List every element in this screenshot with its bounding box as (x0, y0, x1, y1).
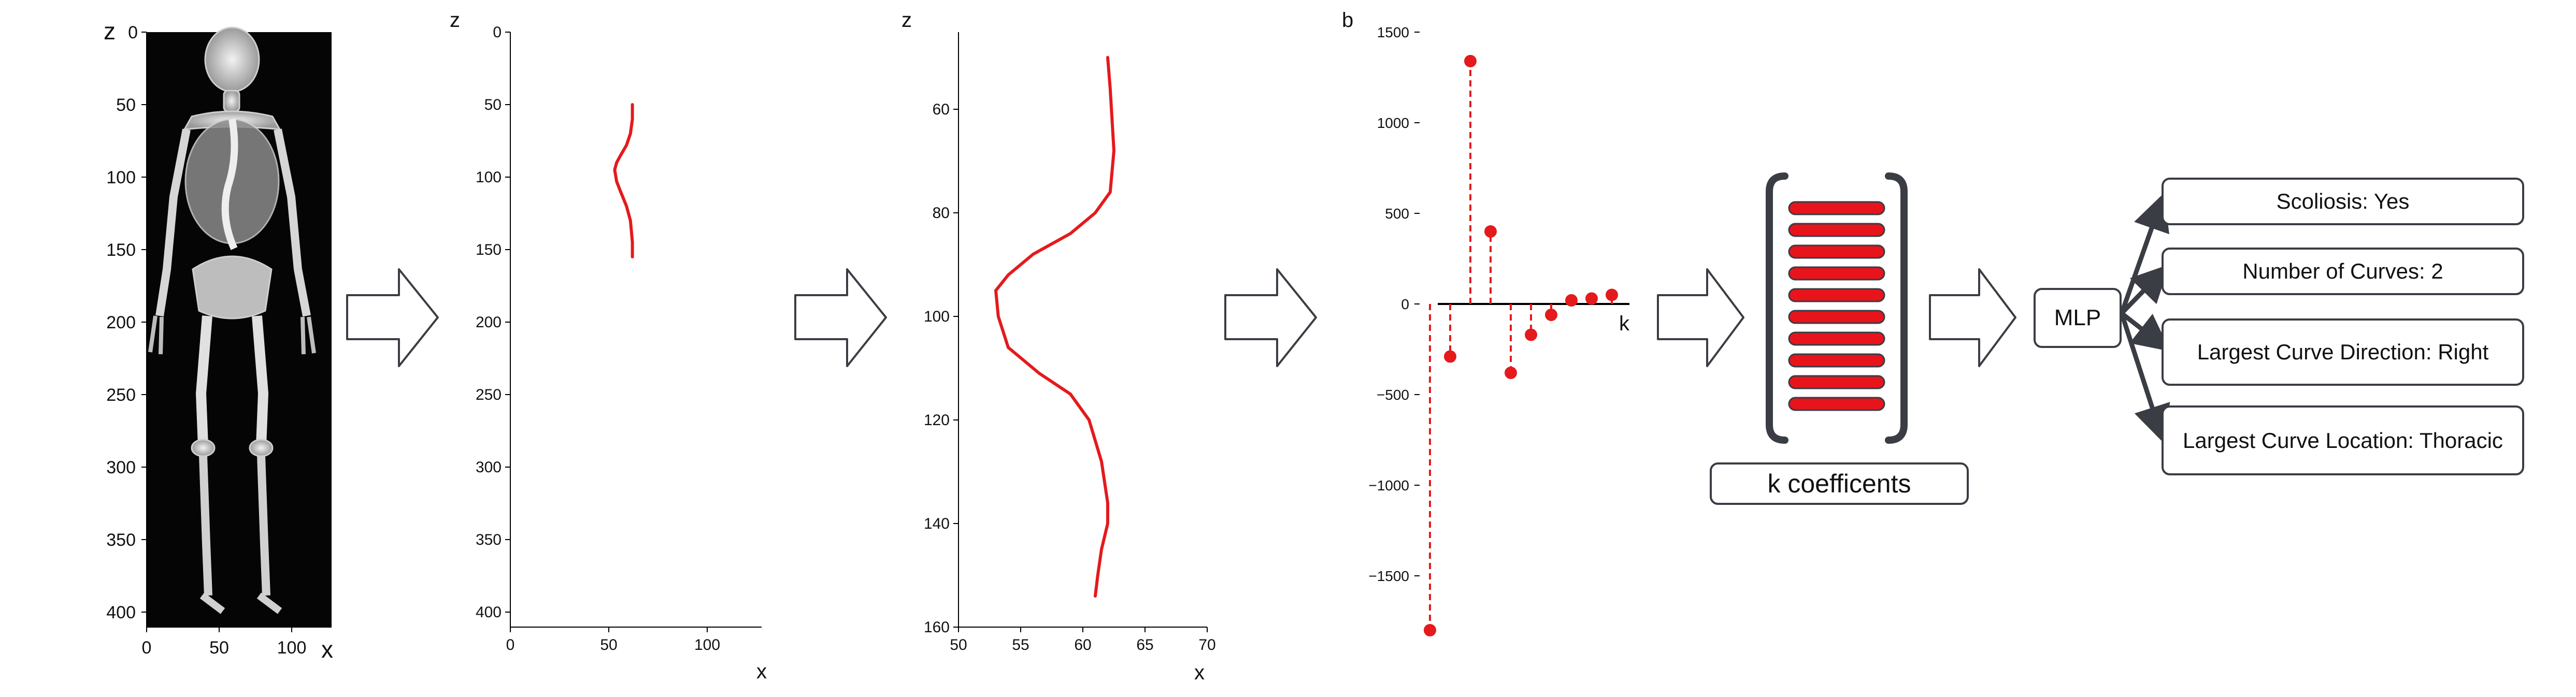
coefficient-vector (1766, 172, 1908, 444)
coeff-stem-point (1565, 294, 1578, 307)
scan-y-tick: 250 (106, 385, 136, 405)
spine-full-x-tick: 50 (600, 636, 617, 654)
coeff-k-label: k (1619, 312, 1630, 335)
spine-full-y-tick: 100 (476, 169, 502, 186)
spine-zoom-x-tick: 60 (1074, 636, 1091, 654)
output-curve-direction: Largest Curve Direction: Right (2162, 318, 2524, 386)
scan-y-tick: 200 (106, 313, 136, 332)
scan-x-tick: 50 (209, 638, 229, 658)
spine-full-y-tick: 200 (476, 314, 502, 331)
coeff-stem-point (1484, 225, 1497, 238)
spine-curve-zoom-line (994, 56, 1116, 598)
scan-y-tick: 350 (106, 530, 136, 550)
spine-zoom-x-tick: 70 (1198, 636, 1215, 654)
coefficient-cell (1788, 223, 1885, 237)
skeleton-scan-panel: 0 50 100 150 200 250 300 350 400 0 50 10… (0, 0, 342, 694)
coeff-y-tick: 1500 (1377, 24, 1409, 40)
scan-y-tick: 400 (106, 603, 136, 622)
coefficient-cell (1788, 288, 1885, 302)
spine-full-z-label: z (450, 9, 460, 32)
coefficient-cell (1788, 331, 1885, 346)
scan-y-tick: 300 (106, 458, 136, 477)
scan-x-label: x (321, 636, 333, 663)
coefficient-cell (1788, 375, 1885, 389)
coefficient-cell (1788, 201, 1885, 215)
spine-curve-full-chart: z 0 50 100 150 200 250 300 350 400 0 50 … (450, 9, 767, 683)
coeff-stem-point (1545, 309, 1557, 321)
vector-left-bracket (1766, 172, 1788, 444)
coeff-y-tick: 500 (1385, 206, 1409, 222)
output-scoliosis: Scoliosis: Yes (2162, 178, 2524, 225)
scan-y-tick: 0 (128, 23, 138, 42)
output-number-of-curves: Number of Curves: 2 (2162, 248, 2524, 295)
spine-full-y-tick: 300 (476, 459, 502, 476)
scan-y-tick: 150 (106, 240, 136, 260)
spine-zoom-x-tick: 55 (1012, 636, 1029, 654)
spine-zoom-y-tick: 60 (933, 101, 950, 118)
coeff-stems (1424, 55, 1618, 636)
spine-zoom-y-tick: 140 (924, 515, 950, 532)
spine-zoom-x-label: x (1194, 661, 1205, 684)
spine-full-x-label: x (756, 660, 767, 683)
spine-zoom-x-tick: 50 (950, 636, 967, 654)
spine-full-x-tick: 100 (694, 636, 720, 654)
spine-full-y-tick: 250 (476, 386, 502, 403)
spine-zoom-y-tick: 160 (924, 619, 950, 636)
spine-zoom-y-tick: 80 (933, 205, 950, 222)
spine-full-y-tick: 50 (484, 96, 502, 113)
coefficient-cell (1788, 397, 1885, 411)
coeff-y-tick: 0 (1401, 296, 1409, 312)
coeff-stem-point (1424, 624, 1436, 636)
panel-label: b (1342, 9, 1353, 32)
spine-full-x-tick: 0 (506, 636, 515, 654)
scan-z-label: z (104, 18, 116, 45)
vector-right-bracket (1885, 172, 1908, 444)
coeff-y-tick: −1000 (1368, 477, 1409, 493)
skeleton-figure (148, 26, 316, 614)
scan-y-tick: 100 (106, 168, 136, 187)
spine-full-y-tick: 350 (476, 531, 502, 548)
output-curve-location: Largest Curve Location: Thoracic (2162, 405, 2524, 475)
coeff-y-tick: 1000 (1377, 115, 1409, 131)
spine-full-y-tick: 150 (476, 241, 502, 258)
coeff-stem-point (1525, 328, 1537, 341)
flow-arrow-5 (1929, 268, 2016, 367)
coeff-stem-point (1505, 367, 1517, 379)
scan-x-tick: 0 (142, 638, 152, 658)
scan-y-ticks (141, 32, 147, 613)
flow-arrow-4 (1657, 268, 1744, 367)
spine-curve-zoom-chart: z 60 80 100 120 140 160 50 55 60 65 70 x (901, 9, 1216, 684)
coeff-y-tick: −1500 (1368, 568, 1409, 584)
coeff-stem-point (1444, 350, 1456, 363)
coefficient-cell (1788, 266, 1885, 281)
coeff-stem-point (1606, 288, 1618, 301)
flow-arrow-2 (794, 268, 887, 367)
coefficient-stem-chart: b 1500 1000 500 0 −500 −1000 −1500 k (1342, 9, 1630, 636)
spine-zoom-x-tick: 65 (1136, 636, 1153, 654)
coeff-y-tick: −500 (1377, 387, 1409, 403)
coeff-stem-point (1464, 55, 1477, 67)
coefficient-cell (1788, 353, 1885, 368)
flow-arrow-1 (346, 268, 439, 367)
coefficient-cell (1788, 310, 1885, 324)
mlp-block: MLP (2034, 288, 2122, 348)
coefficient-cell (1788, 244, 1885, 259)
spine-full-y-tick: 0 (493, 24, 502, 41)
skeleton-scan-svg: 0 50 100 150 200 250 300 350 400 0 50 10… (104, 18, 333, 663)
scan-x-tick: 100 (277, 638, 307, 658)
spine-zoom-z-label: z (901, 9, 912, 32)
scan-y-tick: 50 (116, 95, 136, 115)
spine-zoom-y-tick: 120 (924, 412, 950, 429)
coeff-stem-point (1585, 292, 1598, 305)
flow-arrow-3 (1224, 268, 1317, 367)
k-coefficients-label: k coefficents (1710, 462, 1969, 505)
spine-zoom-y-tick: 100 (924, 308, 950, 325)
spine-full-y-tick: 400 (476, 604, 502, 621)
mlp-output-arrows (2119, 193, 2171, 443)
spine-curve-full-line (613, 103, 634, 258)
